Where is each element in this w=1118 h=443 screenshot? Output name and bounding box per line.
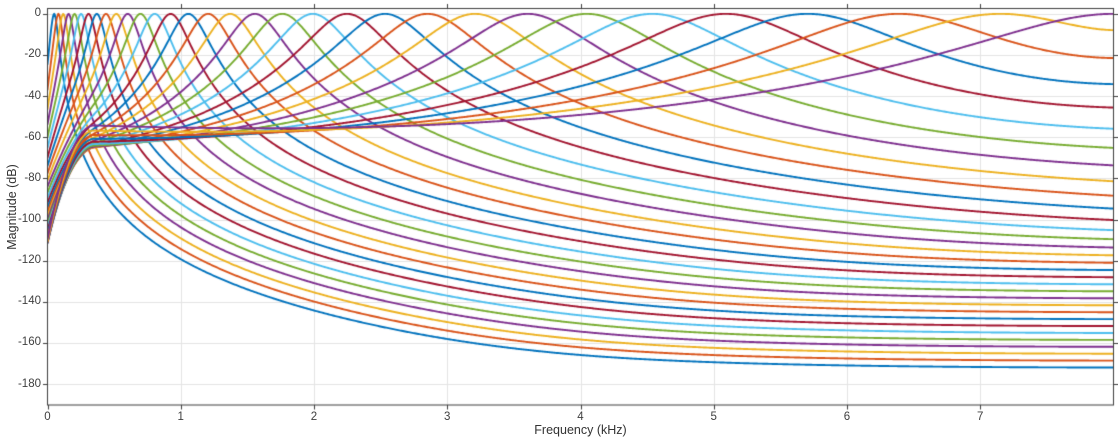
x-tick-label: 1 [177, 411, 184, 423]
y-tick-label: -20 [24, 48, 41, 61]
x-tick-label: 0 [44, 411, 51, 423]
y-tick-label: -120 [17, 254, 41, 267]
y-tick-label: -60 [24, 130, 41, 143]
x-axis-label: Frequency (kHz) [534, 423, 627, 437]
x-tick-label: 5 [710, 411, 717, 423]
x-tick-label: 2 [310, 411, 318, 423]
y-tick-label: -180 [17, 377, 41, 390]
y-tick-label: 0 [34, 7, 41, 20]
y-tick-label: -160 [17, 336, 41, 349]
y-tick-label: -100 [17, 213, 41, 225]
y-tick-label: -80 [24, 171, 41, 184]
x-tick-label: 3 [444, 411, 451, 423]
y-tick-label: -40 [24, 89, 41, 102]
y-tick-label: -140 [17, 295, 41, 308]
x-tick-label: 7 [977, 411, 984, 423]
x-tick-label: 4 [577, 411, 584, 423]
x-tick-label: 6 [843, 411, 851, 423]
